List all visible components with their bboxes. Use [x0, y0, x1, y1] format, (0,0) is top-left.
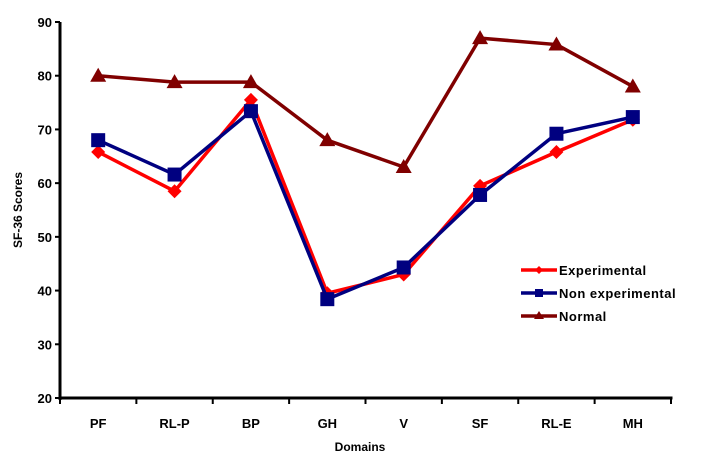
legend-label-normal: Normal	[559, 309, 607, 324]
y-tick-label: 40	[38, 284, 52, 299]
x-tick-label: RL-P	[159, 416, 190, 431]
legend-marker-experimental	[535, 266, 543, 274]
data-point-non-experimental	[396, 260, 411, 275]
series-normal	[90, 30, 641, 174]
x-tick-label: GH	[318, 416, 338, 431]
data-point-normal	[319, 132, 336, 147]
data-point-experimental	[243, 92, 258, 107]
data-point-normal	[395, 159, 412, 174]
series-layer	[90, 30, 641, 307]
data-point-non-experimental	[473, 187, 488, 202]
series-non-experimental	[91, 104, 640, 307]
x-tick-label: V	[399, 416, 408, 431]
data-point-normal	[166, 74, 183, 89]
data-point-experimental	[549, 144, 564, 159]
data-point-experimental	[167, 184, 182, 199]
data-point-non-experimental	[243, 104, 258, 119]
x-tick-label: BP	[242, 416, 260, 431]
y-axis-title: SF-36 Scores	[11, 172, 25, 248]
y-tick-label: 20	[38, 391, 52, 406]
legend: Experimental Non experimental Normal	[521, 263, 676, 324]
data-point-non-experimental	[320, 292, 335, 307]
data-point-non-experimental	[167, 167, 182, 182]
x-tick-label: PF	[90, 416, 107, 431]
axes: 20 30 40 50 60 70 80 90 PF RL-P BP GH V SF RL-E MH	[38, 15, 673, 431]
y-tick-label: 30	[38, 337, 52, 352]
data-point-normal	[624, 78, 641, 93]
data-point-non-experimental	[91, 133, 106, 148]
legend-item-experimental: Experimental	[521, 263, 647, 278]
series-line-non-experimental	[97, 109, 634, 301]
data-point-normal	[90, 67, 107, 82]
data-point-non-experimental	[549, 126, 564, 141]
data-point-normal	[472, 30, 489, 45]
legend-item-non-experimental: Non experimental	[521, 286, 676, 301]
x-tick-label: SF	[472, 416, 489, 431]
y-tick-label: 50	[38, 230, 52, 245]
legend-label-experimental: Experimental	[559, 263, 647, 278]
y-tick-label: 90	[38, 15, 52, 30]
data-point-normal	[242, 74, 259, 89]
data-point-non-experimental	[625, 110, 640, 125]
legend-item-normal: Normal	[521, 309, 607, 324]
legend-marker-non-experimental	[535, 289, 543, 297]
y-tick-label: 80	[38, 69, 52, 84]
legend-label-non-experimental: Non experimental	[559, 286, 676, 301]
y-tick-label: 70	[38, 122, 52, 137]
x-tick-label: RL-E	[541, 416, 572, 431]
legend-marker-normal	[534, 311, 544, 319]
data-point-experimental	[91, 144, 106, 159]
series-experimental	[91, 92, 640, 301]
x-tick-label: MH	[623, 416, 643, 431]
x-axis-title: Domains	[335, 440, 386, 454]
data-point-normal	[548, 36, 565, 51]
series-line-normal	[98, 36, 634, 169]
y-tick-label: 60	[38, 176, 52, 191]
